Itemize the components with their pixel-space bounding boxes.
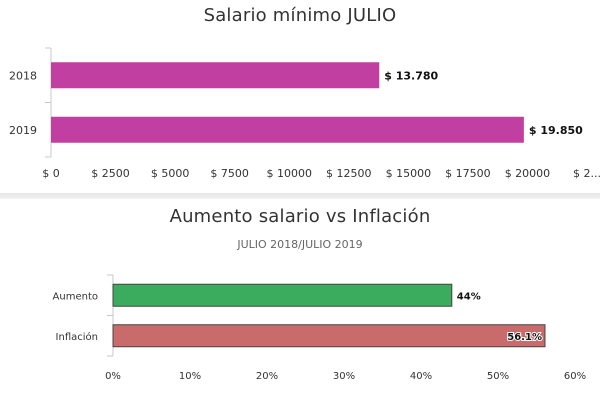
x-tick-label: $ 12500	[326, 167, 372, 180]
x-tick-label: $ 2500	[91, 167, 130, 180]
bar-2018	[51, 62, 380, 89]
chart-salario-minimo: Salario mínimo JULIO 2018 $ 13.780 2019 $ 1…	[0, 0, 600, 193]
x-tick-label: $ 7500	[210, 167, 249, 180]
x-tick-label: $ 10000	[266, 167, 312, 180]
x-tick-label: $ 0	[42, 167, 60, 180]
category-label: Aumento	[53, 291, 98, 302]
chart-2-plot: Aumento 44% Inflación 56.1% 0% 10% 20% 30% 40% 50…	[53, 274, 586, 382]
data-label: $ 19.850	[529, 124, 583, 137]
x-tick-label: 60%	[564, 371, 586, 382]
x-tick-label: $ 5000	[151, 167, 190, 180]
category-label: 2018	[9, 69, 37, 82]
x-tick-label: 10%	[179, 371, 201, 382]
chart-2-title: Aumento salario vs Inflación	[169, 206, 431, 227]
x-tick-label: $ 17500	[445, 167, 491, 180]
chart-aumento-vs-inflacion: Aumento salario vs Inflación JULIO 2018/…	[0, 199, 600, 401]
x-tick-label: 20%	[256, 371, 278, 382]
chart-1-title: Salario mínimo JULIO	[203, 5, 397, 26]
x-tick-label: 30%	[333, 371, 355, 382]
data-label: $ 13.780	[384, 69, 438, 82]
chart-separator	[0, 193, 600, 199]
x-tick-label: $ 15000	[386, 167, 432, 180]
x-tick-label: 50%	[487, 371, 509, 382]
chart-2-subtitle: JULIO 2018/JULIO 2019	[237, 238, 363, 251]
bar-2019	[51, 116, 524, 143]
category-label: 2019	[9, 124, 37, 137]
category-label: Inflación	[56, 331, 98, 343]
x-tick-label: $ 20000	[505, 167, 551, 180]
bar-aumento	[112, 283, 453, 307]
x-tick-label: $ 2...	[573, 167, 600, 180]
bar-inflaci-n	[112, 324, 546, 348]
x-tick-label: 40%	[410, 371, 432, 382]
x-tick-label: 0%	[105, 371, 121, 382]
chart-1-plot: 2018 $ 13.780 2019 $ 19.850 $ 0 $ 2500 $ 5000 $…	[9, 47, 600, 180]
data-label: 44%	[457, 291, 481, 302]
data-label: 56.1%	[507, 332, 542, 343]
